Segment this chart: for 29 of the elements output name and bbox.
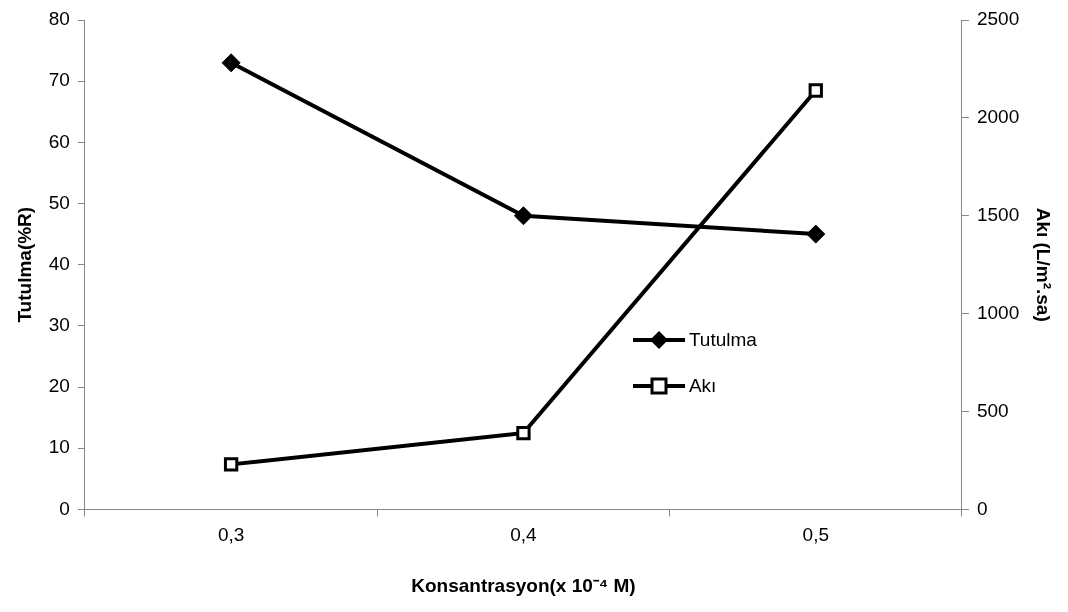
point — [223, 457, 239, 472]
y2-tick-label: 1000 — [976, 301, 1020, 323]
point — [516, 425, 531, 441]
y-tick-label: 30 — [48, 314, 70, 336]
y2-axis-title: Akı (L/m².sa) — [1033, 207, 1055, 322]
legend-label: Akı — [688, 374, 717, 397]
y-tick-label: 0 — [59, 497, 70, 519]
y-axis-title: Tutulma(%R) — [13, 206, 35, 323]
point — [221, 53, 241, 73]
point — [806, 224, 826, 244]
y-tick-label: 70 — [48, 69, 70, 91]
x-tick-label: 0,5 — [802, 524, 829, 546]
point — [513, 206, 533, 226]
point — [808, 83, 823, 98]
y2-tick-label: 500 — [976, 399, 1009, 421]
y2-tick-label: 2000 — [976, 106, 1020, 128]
y-tick-label: 80 — [48, 8, 70, 30]
x-tick-label: 0,4 — [510, 524, 538, 546]
y-tick-label: 10 — [48, 436, 70, 458]
y-tick-label: 40 — [48, 252, 70, 274]
x-tick-label: 0,3 — [217, 524, 245, 546]
y2-tick-label: 1500 — [976, 203, 1020, 225]
y2-tick-label: 2500 — [976, 8, 1020, 30]
y-tick-label: 60 — [48, 130, 70, 152]
y-tick-label: 20 — [48, 375, 70, 397]
y2-tick-label: 0 — [976, 497, 988, 519]
x-axis-title: Konsantrasyon(x 10⁻⁴ M) — [411, 574, 636, 596]
legend-label: Tutulma — [688, 328, 757, 351]
y-tick-label: 50 — [48, 191, 70, 213]
